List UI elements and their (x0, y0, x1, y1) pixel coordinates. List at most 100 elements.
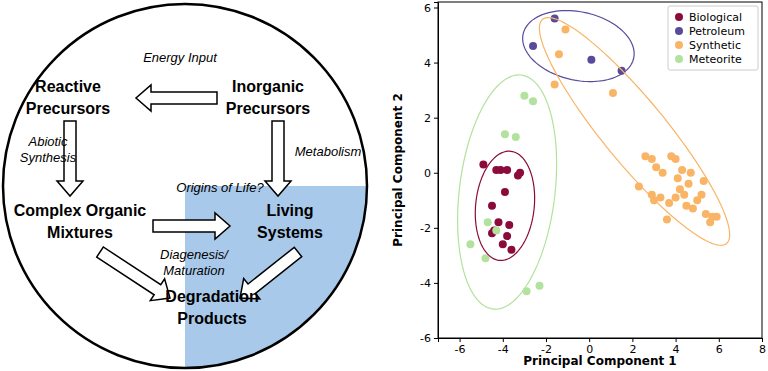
legend-box (668, 6, 758, 70)
edge-label-line: Energy Input (143, 50, 218, 65)
node-label: Living Systems (257, 202, 323, 241)
point (680, 191, 688, 199)
series (479, 160, 524, 253)
node-label-line: Mixtures (47, 224, 113, 241)
point (659, 169, 667, 177)
legend-marker (675, 13, 683, 21)
x-tick-mark (762, 338, 763, 342)
arrow (153, 213, 230, 239)
y-tick-label: -2 (420, 222, 431, 235)
arrow (265, 121, 291, 196)
point (672, 155, 680, 163)
edge-label: AbioticSynthesis (20, 134, 77, 165)
node-label-line: Precursors (26, 100, 111, 117)
point (663, 216, 671, 224)
legend-label: Petroleum (689, 25, 745, 38)
x-tick-mark (589, 338, 590, 342)
node-label-line: Products (177, 310, 246, 327)
point (505, 221, 513, 229)
y-tick-mark (434, 228, 438, 229)
point (698, 191, 706, 199)
legend-marker (675, 55, 683, 63)
x-tick: -6 (455, 338, 466, 356)
y-tick-label: 6 (424, 2, 431, 15)
plot-frame (438, 2, 762, 338)
edge-label-line: Metabolism (295, 144, 362, 159)
y-tick: -2 (420, 222, 438, 235)
y-tick-mark (434, 118, 438, 119)
point (503, 232, 511, 240)
y-tick-label: -6 (420, 332, 431, 345)
x-tick-label: -6 (455, 343, 466, 356)
y-tick-mark (434, 8, 438, 9)
point (672, 194, 680, 202)
y-axis-line (434, 3, 439, 339)
point (587, 56, 595, 64)
point (689, 205, 697, 213)
point (609, 89, 617, 97)
x-tick: -4 (498, 338, 509, 356)
point (536, 282, 544, 290)
edge-label: Diagenesis/Maturation (160, 247, 229, 278)
x-tick-mark (632, 338, 633, 342)
legend-label: Synthetic (689, 39, 741, 52)
edge-label-line: Abiotic (27, 134, 68, 149)
confidence-ellipse (458, 75, 557, 309)
point (678, 166, 686, 174)
arrow (136, 85, 217, 111)
x-tick-mark (460, 338, 461, 342)
x-tick-mark (719, 338, 720, 342)
y-tick-mark (434, 173, 438, 174)
y-axis: -6-4-20246 (420, 2, 438, 345)
node-label: Complex OrganicMixtures (14, 202, 147, 241)
point (484, 218, 492, 226)
confidence-ellipse (523, 11, 634, 82)
y-tick: -4 (420, 277, 438, 290)
arrow (97, 247, 170, 301)
point (555, 50, 563, 58)
legend-label: Meteorite (689, 53, 742, 66)
scatter-chart: -6-4-202468-6-4-20246Principal Component… (391, 2, 766, 368)
node-label-line: Systems (257, 224, 323, 241)
point (665, 199, 673, 207)
edge-label: Origins of Life? (176, 180, 264, 195)
node-label: InorganicPrecursors (226, 78, 311, 117)
y-tick-label: -4 (420, 277, 431, 290)
point (494, 218, 502, 226)
figure: Reactive Precursors InorganicPrecursors Com… (0, 0, 768, 371)
series (529, 15, 626, 75)
x-tick: 6 (716, 338, 723, 356)
x-tick-label: 8 (759, 343, 766, 356)
node-label-line: Inorganic (232, 78, 304, 95)
point (652, 163, 660, 171)
point (523, 287, 531, 295)
point (507, 246, 515, 254)
y-tick: 0 (424, 167, 438, 180)
legend-marker (675, 27, 683, 35)
edge-label-line: Origins of Life? (176, 180, 264, 195)
node-label-line: Reactive (35, 78, 101, 95)
series (466, 92, 543, 296)
x-tick: 8 (759, 338, 766, 356)
point (551, 81, 559, 89)
point (499, 240, 507, 248)
y-tick-mark (434, 338, 438, 339)
y-axis-title: Principal Component 2 (391, 93, 405, 246)
point (479, 160, 487, 168)
diagram: Reactive Precursors InorganicPrecursors Com… (3, 4, 367, 368)
y-tick-mark (434, 283, 438, 284)
node-label: DegradationProducts (165, 288, 258, 327)
point (713, 213, 721, 221)
edge-label-line: Diagenesis/ (160, 247, 229, 262)
point (501, 130, 509, 138)
x-tick-mark (546, 338, 547, 342)
point (492, 227, 500, 235)
point (674, 174, 682, 182)
y-tick: 6 (424, 2, 438, 15)
point (648, 155, 656, 163)
point (529, 97, 537, 105)
y-tick-mark (434, 63, 438, 64)
node-label-line: Living (266, 202, 313, 219)
edge-label: Energy Input (143, 50, 218, 65)
point (561, 26, 569, 34)
